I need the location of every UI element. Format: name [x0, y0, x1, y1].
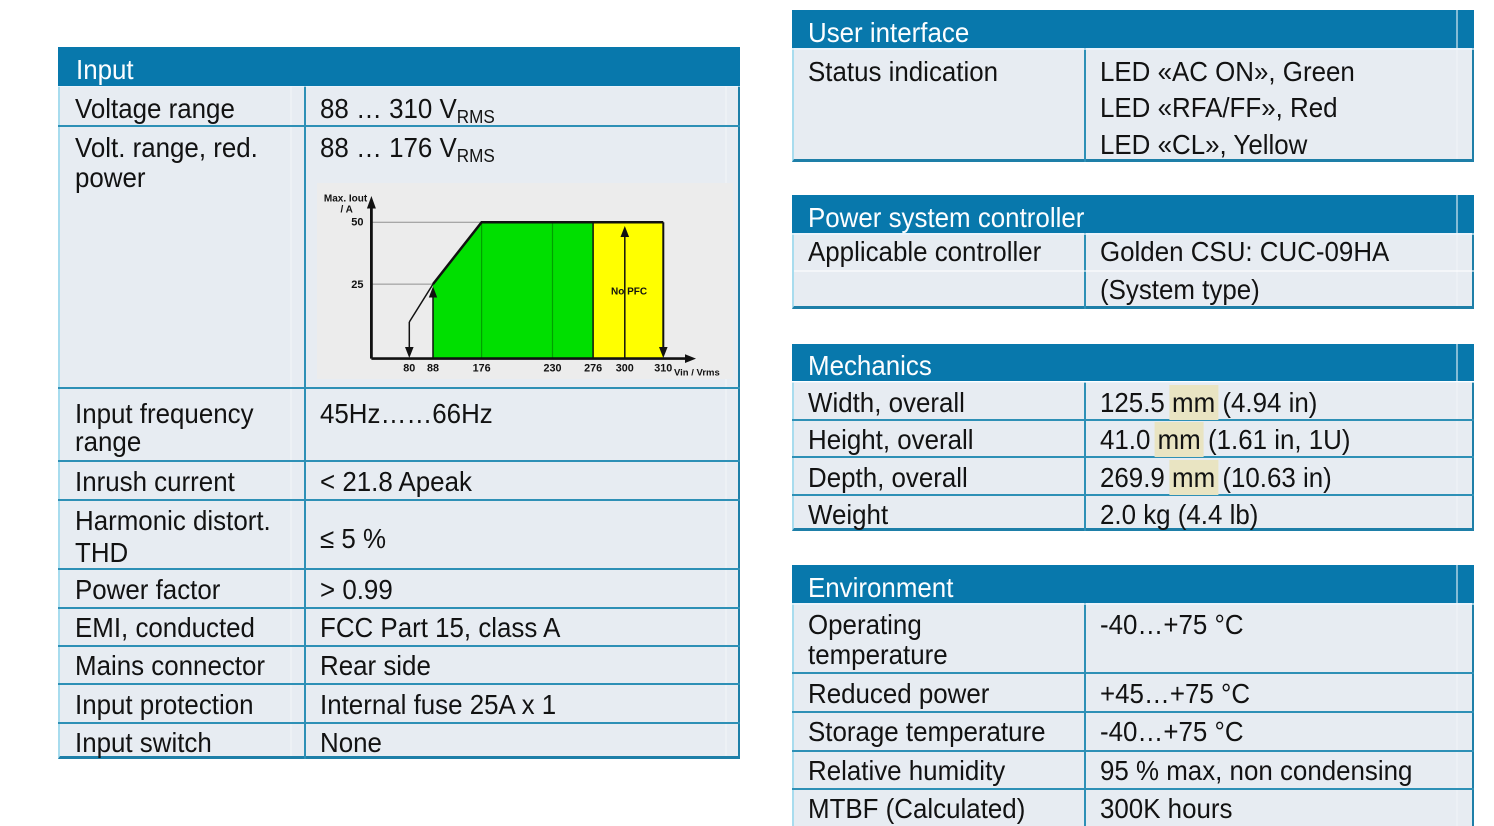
svg-text:50: 50	[351, 217, 363, 229]
svg-text:No PFC: No PFC	[611, 287, 647, 298]
svg-text:276: 276	[584, 363, 602, 375]
svg-text:230: 230	[543, 363, 561, 375]
svg-text:Vin / Vrms: Vin / Vrms	[674, 368, 720, 379]
svg-text:25: 25	[351, 279, 363, 291]
svg-text:Max. Iout: Max. Iout	[324, 194, 368, 205]
svg-text:88: 88	[427, 363, 439, 375]
svg-text:310: 310	[654, 363, 672, 375]
svg-text:176: 176	[473, 363, 491, 375]
svg-text:80: 80	[403, 363, 415, 375]
svg-text:/ A: / A	[341, 205, 353, 216]
svg-text:300: 300	[616, 363, 634, 375]
